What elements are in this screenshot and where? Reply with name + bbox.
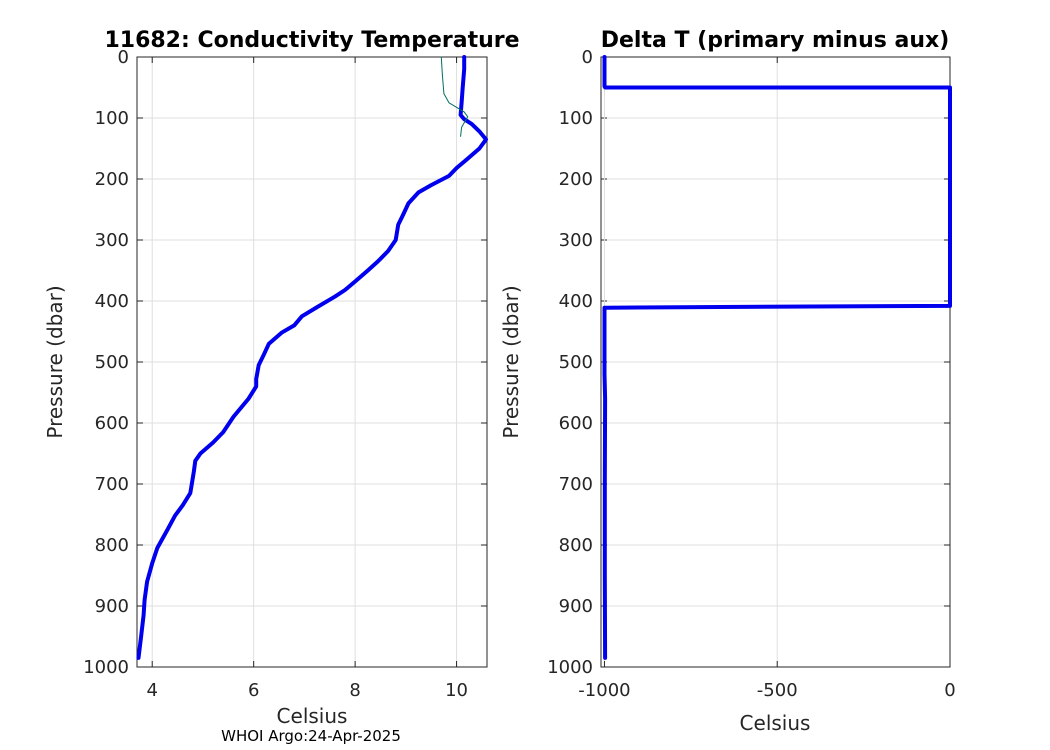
y-tick-label: 300 xyxy=(559,230,593,251)
y-tick-label: 100 xyxy=(95,108,129,129)
series-line-primary xyxy=(136,55,488,660)
y-tick-label: 1000 xyxy=(547,657,593,678)
y-tick-labels: 0 100 200 300 400 500 600 700 800 900 1000 xyxy=(547,47,593,678)
y-tick-label: 200 xyxy=(95,169,129,190)
y-tick-label: 800 xyxy=(559,535,593,556)
y-tick-label: 500 xyxy=(95,352,129,373)
y-tick-label: 700 xyxy=(559,474,593,495)
y-tick-label: 0 xyxy=(582,47,593,68)
y-tick-label: 400 xyxy=(559,291,593,312)
series-line-aux xyxy=(440,56,469,137)
y-tick-labels: 0 100 200 300 400 500 600 700 800 900 1000 xyxy=(83,47,129,678)
plot-title: 11682: Conductivity Temperature xyxy=(104,28,519,53)
y-axis-label: Pressure (dbar) xyxy=(499,285,523,438)
grid xyxy=(137,56,487,668)
grid xyxy=(601,56,951,668)
y-tick-label: 100 xyxy=(559,108,593,129)
x-tick-label: 0 xyxy=(944,680,955,701)
x-axis-label: Celsius xyxy=(277,704,348,728)
x-tick-label: -1000 xyxy=(578,680,630,701)
series-layer xyxy=(136,55,488,660)
x-tick-label: 10 xyxy=(445,680,468,701)
x-tick-label: -500 xyxy=(757,680,798,701)
y-tick-label: 0 xyxy=(118,47,129,68)
series-layer xyxy=(602,55,952,660)
plot-title: Delta T (primary minus aux) xyxy=(601,28,950,53)
y-tick-label: 600 xyxy=(559,413,593,434)
y-tick-label: 500 xyxy=(559,352,593,373)
y-tick-label: 300 xyxy=(95,230,129,251)
y-tick-label: 900 xyxy=(559,596,593,617)
conductivity-temperature-plot: 11682: Conductivity Temperature 0 100 200 3… xyxy=(43,28,520,728)
x-tick-labels: -1000 -500 0 xyxy=(578,680,955,701)
axes-frame xyxy=(600,56,951,668)
x-tick-label: 4 xyxy=(146,680,157,701)
y-tick-label: 800 xyxy=(95,535,129,556)
y-tick-label: 900 xyxy=(95,596,129,617)
x-tick-labels: 4 6 8 10 xyxy=(146,680,468,701)
credit-text: WHOI Argo:24-Apr-2025 xyxy=(221,727,401,745)
x-tick-label: 8 xyxy=(349,680,360,701)
y-axis-label: Pressure (dbar) xyxy=(43,285,67,438)
series-line-primary xyxy=(602,55,952,660)
x-axis-label: Celsius xyxy=(740,711,811,735)
x-tick-label: 6 xyxy=(248,680,259,701)
y-tick-label: 600 xyxy=(95,413,129,434)
y-tick-label: 400 xyxy=(95,291,129,312)
y-tick-label: 1000 xyxy=(83,657,129,678)
delta-t-plot: Delta T (primary minus aux) 0 100 200 300 40… xyxy=(499,28,956,735)
axes-frame xyxy=(136,56,488,668)
y-tick-label: 700 xyxy=(95,474,129,495)
y-tick-label: 200 xyxy=(559,169,593,190)
